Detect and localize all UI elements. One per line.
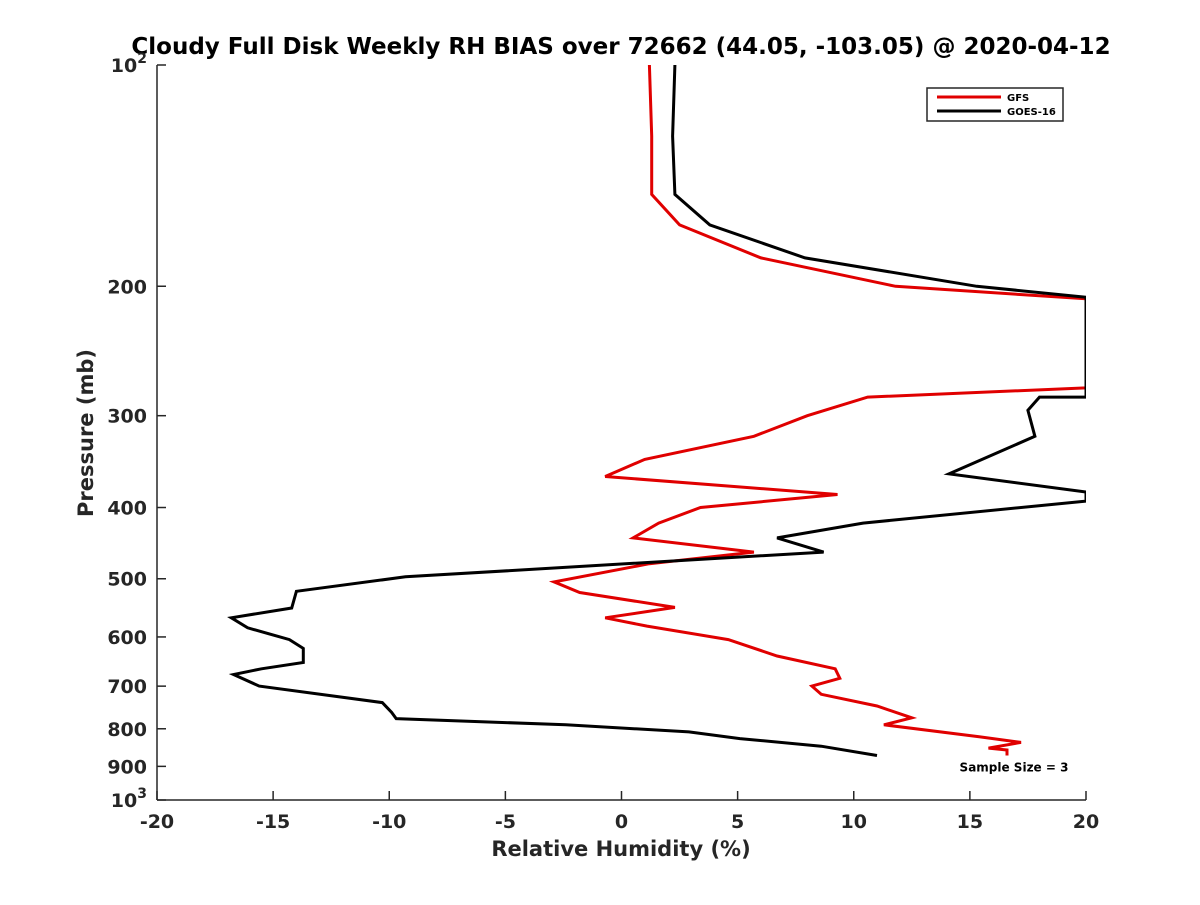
y-tick-label-base: 700 <box>107 676 147 698</box>
x-tick-label: 5 <box>731 811 744 833</box>
sample-size-annotation: Sample Size = 3 <box>960 760 1069 774</box>
x-tick-label: 15 <box>957 811 983 833</box>
y-tick-label-base: 900 <box>107 756 147 778</box>
legend: GFS GOES-16 <box>926 87 1064 122</box>
y-tick-label-base: 10 <box>111 55 137 77</box>
y-axis-label: Pressure (mb) <box>74 349 98 517</box>
y-tick-label: 300 <box>107 406 147 428</box>
x-tick-label: 0 <box>615 811 628 833</box>
y-tick-label: 800 <box>107 719 147 741</box>
x-tick-label: 20 <box>1073 811 1099 833</box>
y-tick-label-base: 300 <box>107 406 147 428</box>
y-tick-label: 200 <box>107 276 147 298</box>
legend-label: GOES-16 <box>1007 107 1056 118</box>
legend-box <box>926 87 1064 122</box>
axes: -20 -15 -10 -5 0 5 10 15 20102200300400500600700… <box>107 51 1099 833</box>
x-tick-label: 10 <box>841 811 867 833</box>
y-tick-label-base: 10 <box>111 790 137 812</box>
series-group <box>227 65 1086 757</box>
x-tick-label: -10 <box>372 811 406 833</box>
legend-label: GFS <box>1007 93 1029 104</box>
y-tick-label: 103 <box>111 786 147 812</box>
y-tick-label: 600 <box>107 627 147 649</box>
chart-title: Cloudy Full Disk Weekly RH BIAS over 726… <box>131 34 1110 60</box>
y-tick-label-base: 600 <box>107 627 147 649</box>
y-tick-label: 400 <box>107 498 147 520</box>
y-tick-label-base: 800 <box>107 719 147 741</box>
x-axis-label: Relative Humidity (%) <box>491 837 750 861</box>
series-line-goes-16 <box>227 65 1086 757</box>
x-tick-label: -15 <box>256 811 290 833</box>
y-tick-label: 700 <box>107 676 147 698</box>
y-tick-label-exponent: 2 <box>137 51 147 67</box>
x-tick-label: -20 <box>140 811 174 833</box>
plot-area: Sample Size = 3 <box>227 65 1086 774</box>
x-tick-label: -5 <box>495 811 516 833</box>
y-tick-label: 102 <box>111 51 147 77</box>
y-tick-label-base: 400 <box>107 498 147 520</box>
y-tick-label-base: 500 <box>107 569 147 591</box>
y-tick-label-base: 200 <box>107 276 147 298</box>
y-tick-label: 900 <box>107 756 147 778</box>
series-line-gfs <box>548 65 1086 756</box>
y-tick-label-exponent: 3 <box>137 786 147 802</box>
y-tick-label: 500 <box>107 569 147 591</box>
